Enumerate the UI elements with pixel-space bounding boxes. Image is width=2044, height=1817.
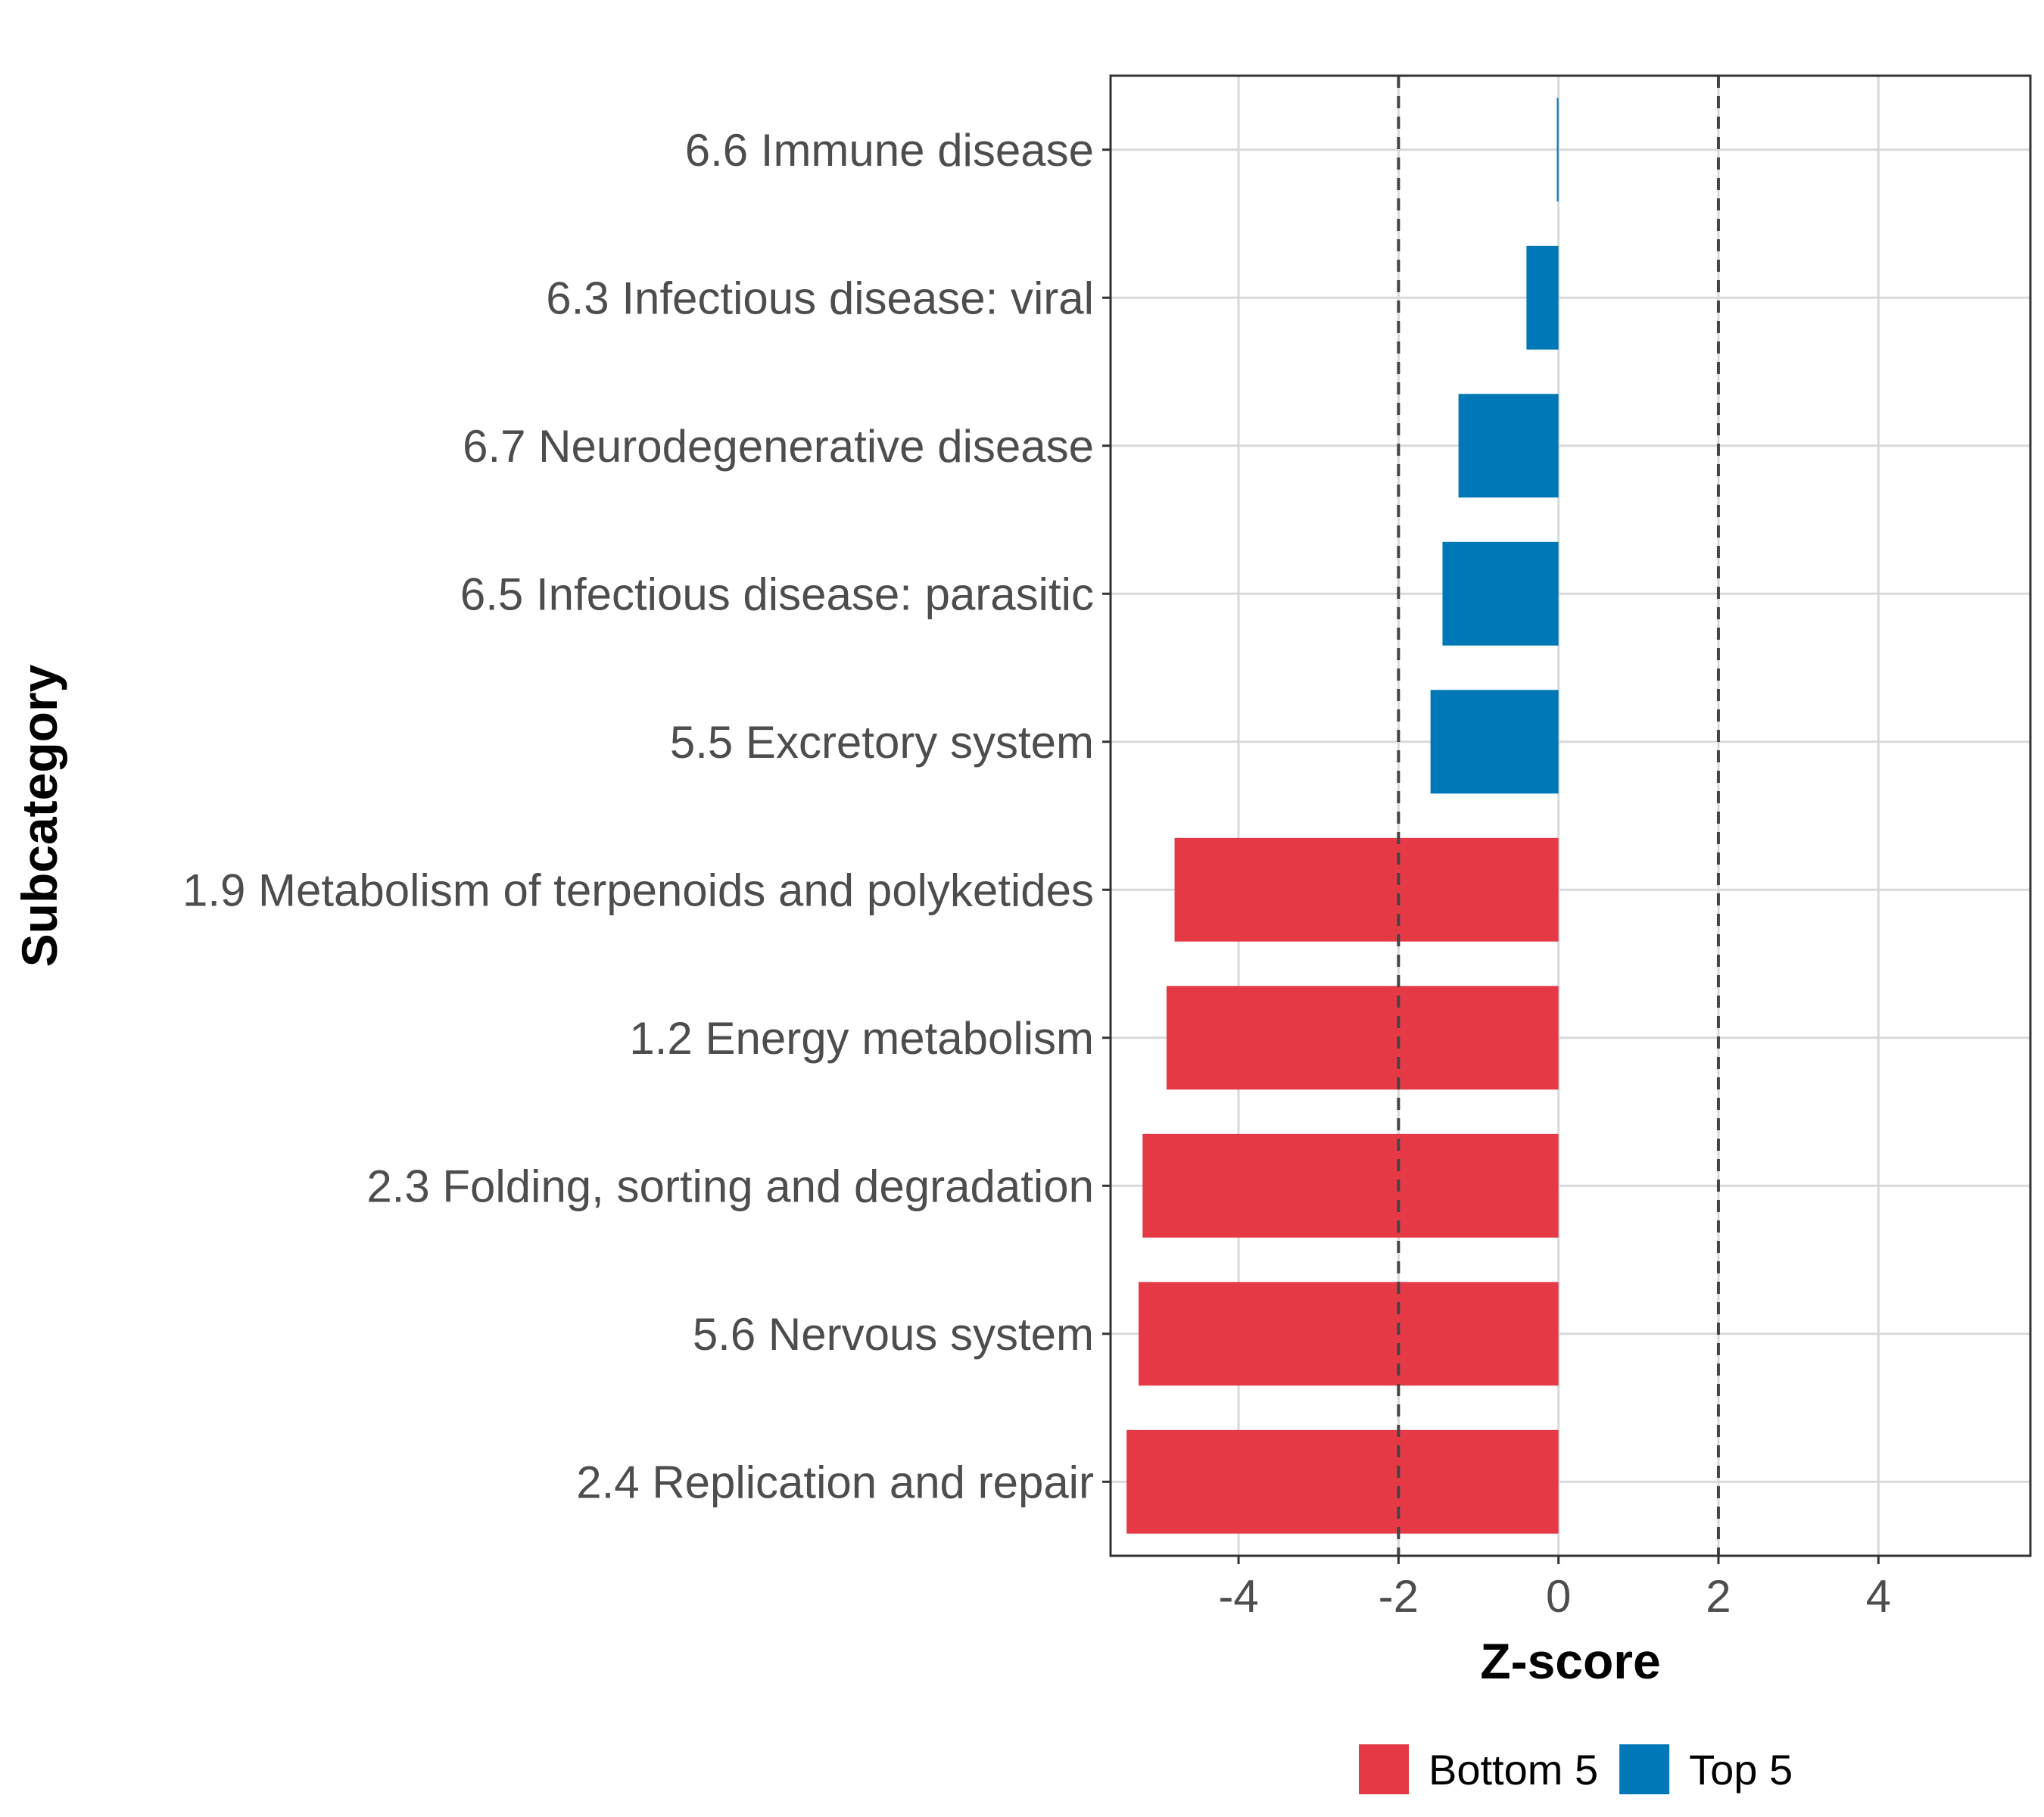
bars [1126,98,1559,1534]
bar-2-4-replication-and-repair [1126,1429,1559,1534]
bar-5-6-nervous-system [1138,1282,1559,1386]
x-tick-label: -4 [1218,1571,1258,1622]
legend-key-bottom-5 [1359,1744,1409,1794]
x-tick-label: 0 [1546,1571,1571,1622]
bar-6-3-infectious-disease-viral [1526,245,1559,350]
x-tick-label: 4 [1866,1571,1891,1622]
y-tick-label: 5.5 Excretory system [670,717,1094,768]
y-tick-label: 1.9 Metabolism of terpenoids and polyket… [182,865,1094,915]
bar-6-7-neurodegenerative-disease [1458,394,1559,498]
y-axis-title: Subcategory [11,664,67,967]
y-tick-label: 2.4 Replication and repair [576,1457,1094,1507]
panel-border [1109,74,2032,1557]
bar-6-5-infectious-disease-parasitic [1442,541,1559,646]
x-axis: -4 -2 0 2 4 [1218,1556,1891,1622]
y-tick-label: 2.3 Folding, sorting and degradation [366,1161,1094,1211]
y-tick-label: 6.6 Immune disease [685,125,1094,176]
bar-1-2-energy-metabolism [1166,986,1559,1090]
x-tick-label: 2 [1706,1571,1731,1622]
y-tick-label: 5.6 Nervous system [693,1309,1094,1360]
y-tick-label: 6.5 Infectious disease: parasitic [460,569,1094,619]
reference-lines [1397,76,1720,1556]
bar-5-5-excretory-system [1430,690,1559,794]
bar-2-3-folding-sorting-and-degradation [1142,1133,1559,1238]
y-tick-label: 6.3 Infectious disease: viral [546,273,1094,323]
bar-1-9-metabolism-of-terpenoids-and-polyketides [1174,837,1559,942]
x-tick-label: -2 [1379,1571,1419,1622]
x-axis-title: Z-score [1480,1633,1660,1689]
y-tick-label: 6.7 Neurodegenerative disease [463,421,1094,472]
y-tick-label: 1.2 Energy metabolism [629,1013,1094,1064]
legend-label: Top 5 [1689,1746,1793,1794]
bar-6-6-immune-disease [1556,98,1559,202]
legend-key-top-5 [1619,1744,1670,1794]
legend: Bottom 5 Top 5 [1359,1744,1793,1794]
legend-label: Bottom 5 [1429,1746,1598,1794]
y-axis: 6.6 Immune disease 6.3 Infectious disease… [182,125,1111,1507]
